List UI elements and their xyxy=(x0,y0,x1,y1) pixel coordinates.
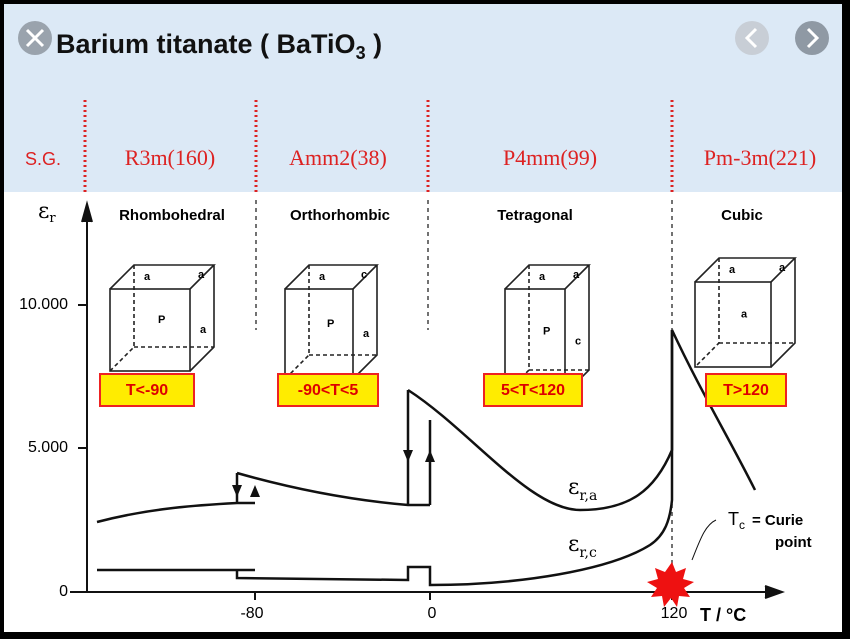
condition-box xyxy=(99,373,195,407)
condition: 5<T<120 xyxy=(501,382,565,399)
close-button[interactable] xyxy=(18,21,52,55)
space-group: R3m(160) xyxy=(125,145,215,170)
prev-button[interactable] xyxy=(735,21,769,55)
x-axis-label: T / °C xyxy=(700,605,746,625)
x-tick-label: 120 xyxy=(661,605,688,622)
x-tick-label: -80 xyxy=(240,605,263,622)
title-sub: 3 xyxy=(356,43,366,63)
y-tick-label: 10.000 xyxy=(19,296,68,313)
next-button[interactable] xyxy=(795,21,829,55)
curve-label-sub: r,a xyxy=(579,488,597,504)
phase-name: Cubic xyxy=(721,207,763,224)
curie-symbol: Tc xyxy=(728,509,745,532)
cell-back xyxy=(694,257,797,368)
cell-label: a xyxy=(144,271,151,283)
cell-label: a xyxy=(200,324,207,336)
title-main: Barium titanate ( BaTiO xyxy=(56,29,356,59)
curie-pointer xyxy=(691,519,717,561)
cell-label: c xyxy=(575,335,581,347)
phase-name: Rhombohedral xyxy=(119,207,225,224)
y-label-sub: r xyxy=(49,211,56,226)
condition: T<-90 xyxy=(126,382,168,399)
arrows xyxy=(232,450,435,497)
condition-box xyxy=(705,373,787,407)
curve-label-sub: r,c xyxy=(579,545,597,561)
cell-label: a xyxy=(573,269,580,281)
condition: -90<T<5 xyxy=(298,382,359,399)
cell-label: c xyxy=(361,269,367,281)
x-tick-label: 0 xyxy=(428,605,437,622)
cell-label: a xyxy=(319,271,326,283)
condition-box xyxy=(483,373,583,407)
cell-label: a xyxy=(539,271,546,283)
curie-text: point xyxy=(775,534,812,551)
cell-hidden xyxy=(694,258,795,368)
cell-back xyxy=(284,264,379,380)
phase-dividers-lower xyxy=(255,200,673,580)
phase-dividers xyxy=(83,100,674,192)
y-axis-label: εr xyxy=(38,199,56,226)
y-tick-label: 0 xyxy=(59,583,68,600)
cell-label: a xyxy=(198,269,205,281)
phase-name: Orthorhombic xyxy=(290,207,390,224)
cell-front xyxy=(109,288,191,372)
cell-label: a xyxy=(741,308,748,320)
space-group: Amm2(38) xyxy=(289,145,387,170)
cell-label: P xyxy=(158,314,165,326)
unit-cell xyxy=(109,264,216,372)
cell-label: a xyxy=(729,264,736,276)
cell-label: a xyxy=(779,262,786,274)
cell-hidden xyxy=(109,265,214,372)
curie-marker xyxy=(647,562,694,607)
curie-text: = Curie xyxy=(752,512,803,529)
title: Barium titanate ( BaTiO3 ) xyxy=(56,29,382,63)
cell-label: P xyxy=(543,325,550,337)
curve-label: εr,a xyxy=(568,475,597,504)
unit-cell xyxy=(284,264,379,380)
y-tick-label: 5.000 xyxy=(28,439,68,456)
tc-main: T xyxy=(728,509,739,529)
condition-box xyxy=(277,373,379,407)
cell-label: P xyxy=(327,318,334,330)
curve-label: εr,c xyxy=(568,532,597,561)
tc-sub: c xyxy=(739,518,745,532)
space-group: Pm-3m(221) xyxy=(704,145,816,170)
curve-label-main: ε xyxy=(568,475,579,500)
condition: T>120 xyxy=(723,382,769,399)
cell-front xyxy=(694,281,772,368)
header-band xyxy=(4,4,842,192)
phase-name: Tetragonal xyxy=(497,207,573,224)
cell-hidden xyxy=(284,265,377,380)
unit-cell xyxy=(694,257,797,368)
sg-label: S.G. xyxy=(25,149,61,169)
space-group: P4mm(99) xyxy=(503,145,597,170)
title-end: ) xyxy=(366,29,383,59)
curve-label-main: ε xyxy=(568,532,579,557)
cell-label: a xyxy=(363,328,370,340)
y-label-main: ε xyxy=(38,199,49,224)
